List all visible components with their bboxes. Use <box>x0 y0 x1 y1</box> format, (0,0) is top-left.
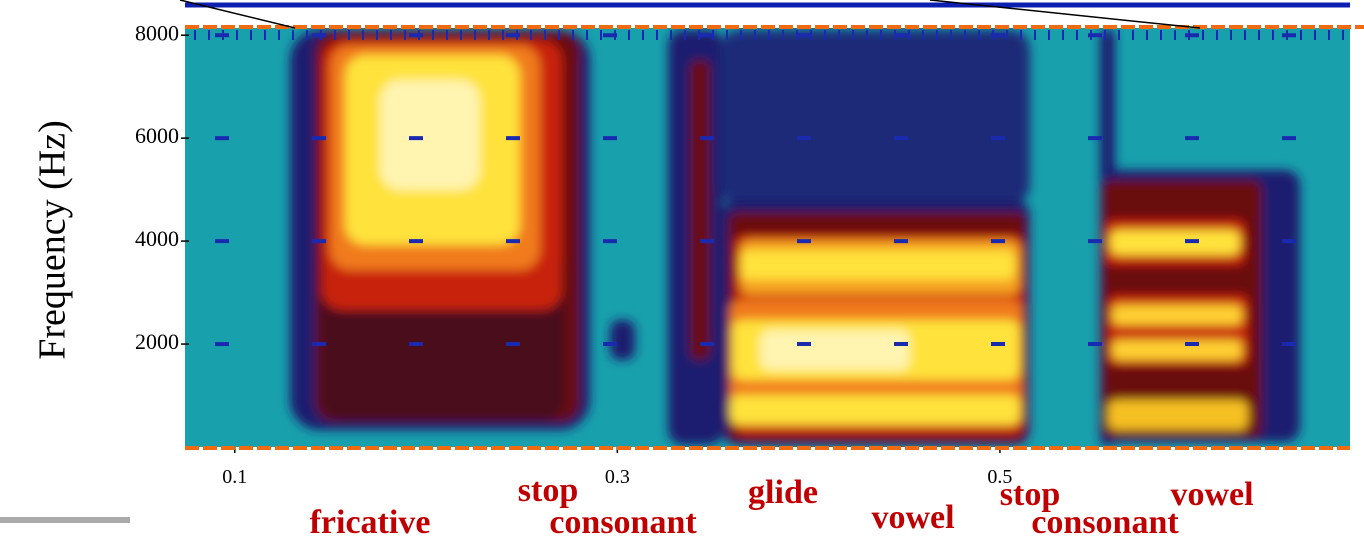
spectrogram-region <box>730 395 1020 425</box>
annotation: consonant <box>549 504 697 541</box>
y-tick-label: 4000 <box>135 226 179 251</box>
annotation: stop <box>518 472 578 509</box>
spectrogram-region <box>690 60 710 360</box>
x-tick-label: 0.3 <box>605 466 630 488</box>
spectrogram-region <box>380 80 480 190</box>
annotation: consonant <box>1031 504 1179 541</box>
connector <box>929 0 1201 29</box>
x-tick-label: 0.1 <box>222 466 247 488</box>
spectrogram-region <box>740 250 1015 280</box>
y-tick-label: 2000 <box>135 329 179 354</box>
spectrogram-image <box>290 30 1300 445</box>
annotation: vowel <box>871 499 954 536</box>
y-axis-label: Frequency (Hz) <box>32 120 74 360</box>
spectrogram-region <box>610 320 635 360</box>
divider <box>0 517 130 523</box>
annotation: stop <box>1000 476 1060 513</box>
spectrogram-region <box>1110 230 1240 255</box>
annotation: glide <box>748 474 818 511</box>
spectrogram-region <box>1108 400 1248 430</box>
spectrogram-region <box>1112 340 1242 360</box>
spectrogram-region <box>760 330 910 370</box>
y-tick-label: 8000 <box>135 20 179 45</box>
annotation: fricative <box>310 504 431 541</box>
x-tick-label: 0.5 <box>987 466 1012 488</box>
axes: 2000 4000 6000 8000 0.1 0.3 0.5 <box>135 20 1350 488</box>
y-tick-label: 6000 <box>135 123 179 148</box>
spectrogram-region <box>1112 305 1242 325</box>
spectrogram-region <box>720 30 1030 205</box>
connector <box>179 0 296 29</box>
annotation: vowel <box>1170 476 1253 513</box>
